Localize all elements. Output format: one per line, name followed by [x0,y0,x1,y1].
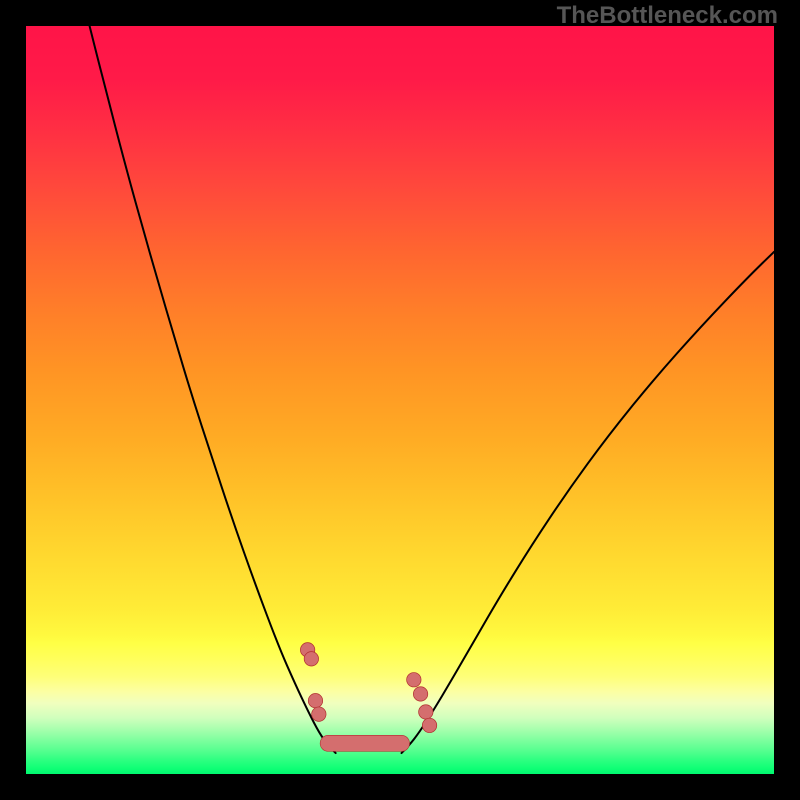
marker-dot [422,718,436,732]
marker-dot [407,673,421,687]
marker-dot [419,705,433,719]
marker-dot [308,694,322,708]
watermark-text: TheBottleneck.com [557,2,778,30]
marker-dot [304,652,318,666]
curve-markers [300,643,436,744]
bottleneck-curve-right [402,252,775,753]
bottleneck-curve-left [90,26,336,753]
chart-stage: TheBottleneck.com [0,0,800,800]
marker-dot [413,687,427,701]
marker-dot [312,707,326,721]
chart-overlay-svg [26,26,774,774]
plot-area [26,26,774,774]
